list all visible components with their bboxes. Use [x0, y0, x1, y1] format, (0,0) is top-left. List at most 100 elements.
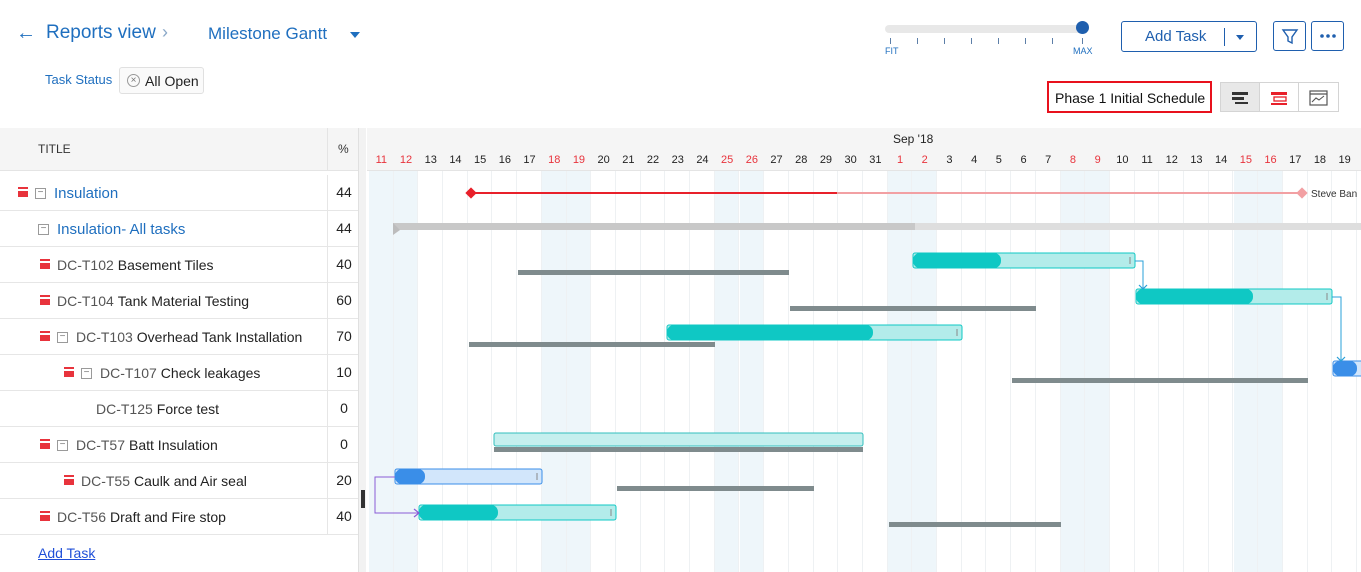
- baseline-view-button[interactable]: [1260, 83, 1299, 111]
- task-id: DC-T125: [96, 401, 153, 417]
- day-column: [838, 171, 863, 572]
- collapse-icon[interactable]: −: [35, 187, 46, 199]
- collapse-icon[interactable]: −: [57, 331, 68, 343]
- breadcrumb-reports-view[interactable]: Reports view: [46, 22, 156, 43]
- task-name[interactable]: Basement Tiles: [117, 257, 214, 273]
- zoom-tick: [1025, 38, 1026, 44]
- gantt-chart: Sep '18 11 12 13 14 15 16 17 18 19 20 21 22 23 24 25 26…: [367, 128, 1361, 572]
- chevron-right-icon: ›: [162, 22, 168, 42]
- day-label: 12: [1165, 154, 1178, 166]
- close-icon[interactable]: ×: [127, 74, 140, 87]
- percent-cell: 60: [327, 283, 360, 319]
- task-name[interactable]: Check leakages: [160, 365, 261, 381]
- filter-chip-label: All Open: [145, 73, 199, 89]
- pane-splitter[interactable]: [358, 128, 366, 572]
- table-row[interactable]: DC-T125 Force test 0: [0, 391, 360, 427]
- column-header-title[interactable]: TITLE: [0, 128, 327, 171]
- task-name[interactable]: Tank Material Testing: [117, 293, 250, 309]
- table-row[interactable]: DC-T102 Basement Tiles 40: [0, 247, 360, 283]
- baseline-bar: [469, 342, 715, 347]
- add-task-button[interactable]: Add Task: [1121, 21, 1257, 52]
- arrowhead-icon: [413, 508, 420, 518]
- day-label: 21: [622, 154, 635, 166]
- table-row[interactable]: DC-T56 Draft and Fire stop 40: [0, 499, 360, 535]
- overhead-tank-installation-progress[interactable]: [667, 325, 873, 340]
- table-row[interactable]: − DC-T57 Batt Insulation 0: [0, 427, 360, 463]
- task-name[interactable]: Overhead Tank Installation: [136, 329, 303, 345]
- milestone-start-marker[interactable]: [465, 187, 477, 199]
- day-label: 2: [921, 154, 928, 166]
- draft-and-fire-stop-progress[interactable]: [419, 505, 498, 520]
- collapse-icon[interactable]: −: [81, 367, 92, 379]
- zoom-max-label: MAX: [1073, 46, 1093, 56]
- task-id: DC-T102: [57, 257, 114, 273]
- basement-tiles-progress[interactable]: [913, 253, 1001, 268]
- dependency-connector: [1135, 260, 1144, 289]
- tank-material-testing-progress[interactable]: [1136, 289, 1253, 304]
- zoom-slider-handle[interactable]: [1076, 21, 1089, 34]
- summary-start-marker: [393, 223, 400, 235]
- collapse-icon[interactable]: −: [38, 223, 49, 235]
- table-row[interactable]: DC-T55 Caulk and Air seal 20: [0, 463, 360, 499]
- day-column: [1060, 171, 1086, 572]
- percent-cell: 0: [327, 391, 360, 427]
- chevron-down-icon[interactable]: [350, 32, 360, 38]
- day-column: [789, 171, 814, 572]
- priority-flag-icon: [40, 261, 50, 269]
- zoom-slider-track[interactable]: [885, 25, 1085, 33]
- column-percent-label: %: [338, 142, 349, 156]
- view-mode-group: [1220, 82, 1339, 112]
- day-column: [1085, 171, 1110, 572]
- calendar-view-button[interactable]: [1299, 83, 1338, 111]
- add-task-link[interactable]: Add Task: [38, 545, 96, 561]
- caulk-and-air-seal-progress[interactable]: [395, 469, 425, 484]
- chevron-down-icon[interactable]: [1236, 35, 1244, 40]
- day-label: 14: [449, 154, 462, 166]
- task-id: DC-T56: [57, 509, 107, 525]
- task-title-cell: − DC-T107 Check leakages: [64, 355, 260, 391]
- more-options-button[interactable]: [1311, 21, 1344, 51]
- task-name[interactable]: Batt Insulation: [129, 437, 218, 453]
- splitter-grip-icon[interactable]: [361, 490, 365, 508]
- gantt-view-button[interactable]: [1221, 83, 1260, 111]
- baseline-selector[interactable]: Phase 1 Initial Schedule: [1047, 81, 1212, 113]
- percent-cell: 40: [327, 247, 360, 283]
- filter-chip[interactable]: × All Open: [119, 67, 204, 94]
- day-label: 19: [572, 154, 586, 166]
- day-label: 27: [770, 154, 783, 166]
- milestone-end-marker[interactable]: [1296, 187, 1308, 199]
- table-row[interactable]: DC-T104 Tank Material Testing 60: [0, 283, 360, 319]
- day-column: [987, 171, 1012, 572]
- table-row[interactable]: − DC-T107 Check leakages 10: [0, 355, 360, 391]
- task-name[interactable]: Draft and Fire stop: [110, 509, 226, 525]
- priority-flag-icon: [40, 333, 50, 341]
- arrowhead-icon: [1336, 356, 1346, 362]
- priority-flag-icon: [64, 477, 74, 485]
- view-name[interactable]: Milestone Gantt: [208, 24, 328, 43]
- day-column: [962, 171, 987, 572]
- table-row[interactable]: − Insulation- All tasks 44: [0, 211, 360, 247]
- baseline-bar: [518, 270, 789, 275]
- task-name[interactable]: Caulk and Air seal: [134, 473, 247, 489]
- header: ← Reports view › Milestone Gantt Task St…: [0, 0, 1361, 128]
- percent-cell: 20: [327, 463, 360, 499]
- task-name[interactable]: Insulation- All tasks: [57, 220, 186, 238]
- table-row[interactable]: − Insulation 44: [0, 175, 360, 211]
- collapse-icon[interactable]: −: [57, 439, 68, 451]
- baseline-bars-icon: [1271, 92, 1287, 105]
- task-name[interactable]: Force test: [156, 401, 220, 417]
- zoom-tick: [998, 38, 999, 44]
- task-name[interactable]: Insulation: [54, 184, 119, 202]
- summary-bar-progress[interactable]: [393, 223, 915, 230]
- batt-insulation-bar[interactable]: [493, 432, 864, 447]
- day-column: [714, 171, 740, 572]
- check-leakages-progress[interactable]: [1333, 361, 1357, 376]
- baseline-bar: [494, 447, 863, 452]
- day-column: [1233, 171, 1259, 572]
- arrow-left-icon[interactable]: ←: [16, 22, 36, 44]
- table-row[interactable]: − DC-T103 Overhead Tank Installation 70: [0, 319, 360, 355]
- day-column: [1135, 171, 1160, 572]
- filter-button[interactable]: [1273, 21, 1306, 51]
- day-label: 3: [946, 154, 953, 166]
- column-header-percent[interactable]: %: [327, 128, 360, 171]
